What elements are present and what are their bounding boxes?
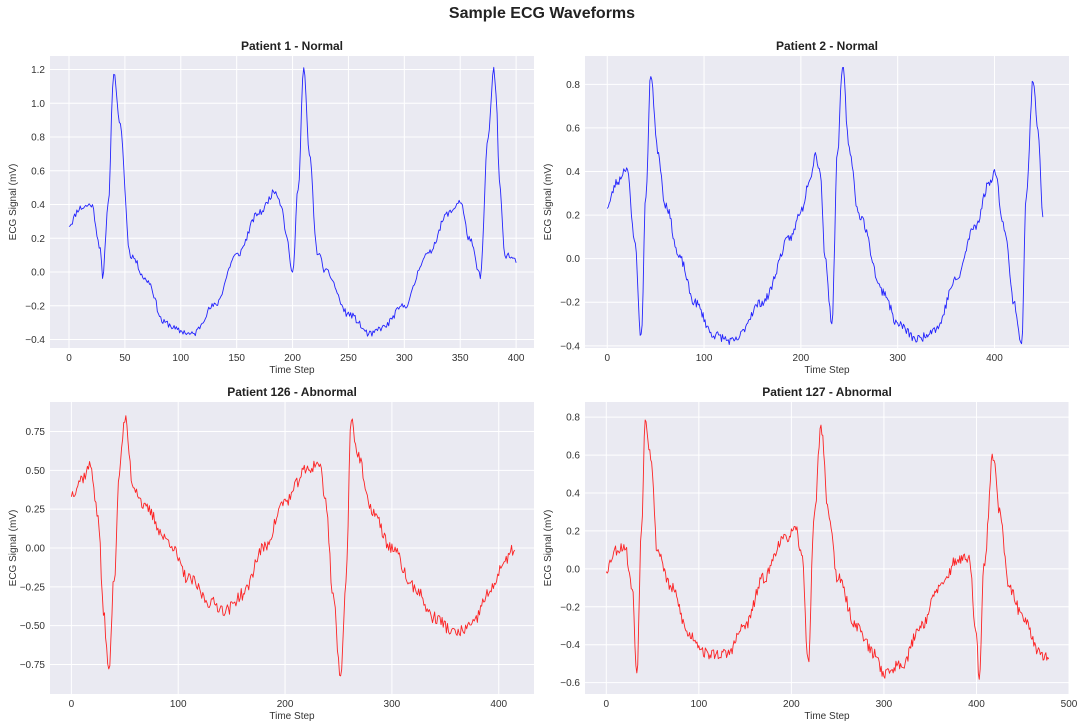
y-tick-label: −0.25 — [20, 582, 46, 593]
x-tick-label: 500 — [1061, 699, 1078, 710]
x-tick-label: 300 — [889, 353, 906, 364]
x-tick-label: 100 — [696, 353, 713, 364]
y-tick-label: 0.2 — [31, 234, 45, 245]
y-tick-label: 0.75 — [26, 427, 46, 438]
y-axis-label: ECG Signal (mV) — [8, 510, 19, 587]
x-tick-label: 400 — [968, 699, 985, 710]
y-tick-label: −0.75 — [20, 660, 46, 671]
y-tick-label: 0.50 — [26, 466, 46, 477]
y-tick-label: 0.0 — [31, 268, 45, 279]
y-tick-label: 1.2 — [31, 65, 45, 76]
ecg-panel-1: 0 50 100 150 200 250 300 350 400 −0.4 −0.2 0.0 0.2 0.… — [8, 39, 534, 376]
x-tick-label: 300 — [876, 699, 893, 710]
ecg-signal-line — [605, 419, 1050, 680]
y-tick-label: 0.8 — [566, 80, 580, 91]
panel-title: Patient 1 - Normal — [241, 39, 343, 53]
y-tick-label: 0.00 — [26, 544, 46, 555]
y-tick-label: 0.0 — [566, 564, 580, 575]
x-tick-label: 400 — [490, 699, 507, 710]
x-tick-label: 150 — [228, 353, 245, 364]
y-tick-label: 0.6 — [566, 451, 580, 462]
plot-area — [50, 56, 534, 348]
x-axis-label: Time Step — [269, 711, 315, 722]
x-tick-label: 0 — [69, 699, 75, 710]
y-tick-label: 0.8 — [31, 133, 45, 144]
y-tick-label: 0.4 — [566, 167, 580, 178]
y-tick-label: 0.8 — [566, 413, 580, 424]
panel-title: Patient 127 - Abnormal — [762, 385, 892, 399]
plot-area — [585, 56, 1069, 348]
ecg-panel-3: 0 100 200 300 400 −0.75 −0.50 −0.25 0.00 0.25 0.50… — [8, 385, 534, 722]
x-tick-label: 0 — [604, 699, 610, 710]
x-tick-label: 350 — [452, 353, 469, 364]
panel-title: Patient 2 - Normal — [776, 39, 878, 53]
x-tick-label: 200 — [783, 699, 800, 710]
y-tick-label: 0.25 — [26, 505, 46, 516]
y-tick-label: −0.4 — [560, 640, 580, 651]
x-axis-label: Time Step — [269, 365, 315, 376]
x-tick-label: 400 — [986, 353, 1003, 364]
x-tick-label: 200 — [277, 699, 294, 710]
y-axis-label: ECG Signal (mV) — [543, 510, 554, 587]
x-tick-label: 250 — [340, 353, 357, 364]
x-tick-label: 100 — [170, 699, 187, 710]
y-tick-label: −0.4 — [560, 341, 580, 352]
x-axis-label: Time Step — [804, 711, 850, 722]
panel-title: Patient 126 - Abnormal — [227, 385, 357, 399]
y-axis-label: ECG Signal (mV) — [543, 164, 554, 241]
y-tick-label: −0.50 — [20, 621, 46, 632]
x-tick-label: 400 — [508, 353, 525, 364]
y-tick-label: 0.2 — [566, 211, 580, 222]
ecg-signal-line — [68, 66, 517, 337]
y-tick-label: 0.4 — [566, 489, 580, 500]
y-tick-label: −0.2 — [560, 602, 580, 613]
y-tick-label: 1.0 — [31, 99, 45, 110]
x-tick-label: 200 — [793, 353, 810, 364]
x-tick-label: 300 — [384, 699, 401, 710]
ecg-panel-2: 0 100 200 300 400 −0.4 −0.2 0.0 0.2 0.4 0.6 0.8 Pati… — [543, 39, 1069, 376]
x-tick-label: 100 — [172, 353, 189, 364]
y-tick-label: 0.4 — [31, 200, 45, 211]
y-axis-label: ECG Signal (mV) — [8, 164, 19, 241]
x-axis-label: Time Step — [804, 365, 850, 376]
y-tick-label: −0.2 — [25, 301, 45, 312]
y-tick-label: 0.6 — [31, 166, 45, 177]
x-tick-label: 200 — [284, 353, 301, 364]
x-tick-label: 100 — [690, 699, 707, 710]
ecg-signal-line — [70, 415, 516, 677]
y-tick-label: 0.6 — [566, 123, 580, 134]
y-tick-label: 0.0 — [566, 254, 580, 265]
x-tick-label: 50 — [119, 353, 131, 364]
y-tick-label: −0.4 — [25, 335, 45, 346]
y-tick-label: −0.2 — [560, 298, 580, 309]
y-tick-label: 0.2 — [566, 526, 580, 537]
ecg-signal-line — [606, 67, 1044, 345]
figure-title: Sample ECG Waveforms — [449, 5, 635, 22]
plot-area — [585, 402, 1069, 694]
x-tick-label: 300 — [396, 353, 413, 364]
ecg-panel-4: 0 100 200 300 400 500 −0.6 −0.4 −0.2 0.0 0.2 0.4 0.6… — [543, 385, 1078, 722]
x-tick-label: 0 — [66, 353, 72, 364]
x-tick-label: 0 — [604, 353, 610, 364]
y-tick-label: −0.6 — [560, 678, 580, 689]
